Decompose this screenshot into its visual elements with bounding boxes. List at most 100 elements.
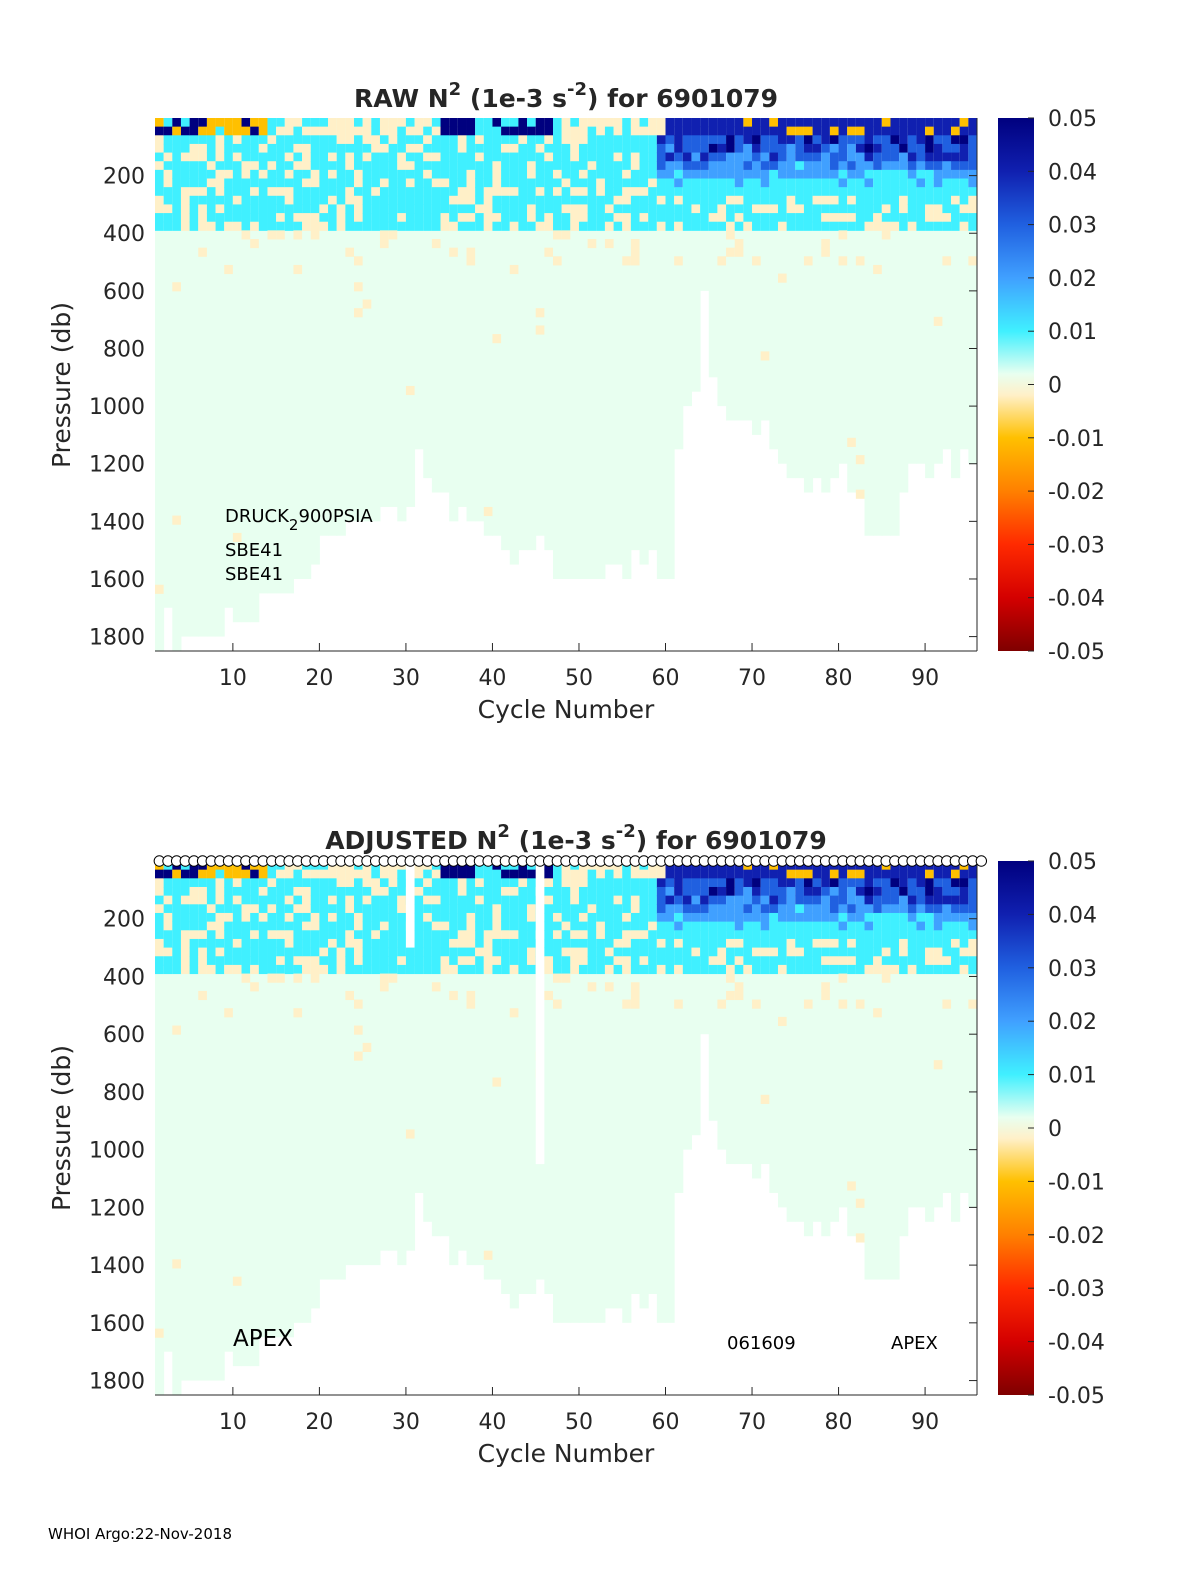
heatmap-cell	[431, 221, 442, 231]
heatmap-cell	[648, 161, 658, 171]
heatmap-cell	[336, 195, 346, 205]
heatmap-cell	[509, 886, 519, 897]
heatmap-cell	[163, 221, 173, 231]
heatmap-cell	[466, 126, 476, 136]
heatmap-cell	[821, 904, 831, 914]
heatmap-cell	[907, 143, 917, 154]
heatmap-cell	[639, 964, 649, 975]
heatmap-cell	[362, 187, 372, 197]
heatmap-cell	[760, 886, 770, 897]
heatmap-cell	[665, 886, 675, 897]
heatmap-cell	[276, 161, 286, 171]
heatmap-cell	[206, 178, 217, 188]
heatmap-cell	[951, 152, 961, 162]
heatmap-cell	[405, 178, 416, 188]
heatmap-cell	[189, 143, 199, 154]
heatmap-column	[449, 861, 459, 1266]
heatmap-cell	[570, 135, 580, 145]
heatmap-cell	[241, 956, 251, 966]
heatmap-cell	[241, 895, 251, 905]
heatmap-cell	[881, 195, 891, 205]
heatmap-cell	[206, 213, 217, 223]
heatmap-cell	[535, 325, 545, 335]
heatmap-cell	[916, 204, 926, 214]
heatmap-cell	[795, 947, 805, 957]
colorbar-ticks-adjusted: 0.050.040.030.020.010-0.01-0.02-0.03-0.0…	[1028, 850, 1105, 1409]
heatmap-cell	[795, 187, 805, 197]
heatmap-cell	[457, 947, 467, 957]
heatmap-cell	[656, 947, 666, 957]
heatmap-cell	[942, 187, 952, 197]
heatmap-cell	[457, 921, 467, 931]
heatmap-cell	[604, 878, 615, 888]
heatmap-cell	[232, 912, 243, 923]
heatmap-column	[457, 118, 467, 507]
heatmap-cell	[700, 904, 710, 914]
heatmap-cell	[630, 956, 641, 966]
heatmap-cell	[328, 204, 338, 214]
heatmap-cell	[760, 118, 770, 128]
heatmap-cell	[656, 964, 666, 975]
heatmap-cell	[596, 143, 606, 154]
heatmap-cell	[665, 904, 675, 914]
heatmap-cell	[951, 118, 961, 128]
heatmap-cell	[821, 895, 831, 905]
heatmap-cell	[561, 126, 571, 136]
heatmap-cell	[933, 213, 943, 223]
heatmap-cell	[743, 878, 753, 888]
heatmap-cell	[449, 912, 459, 923]
heatmap-cell	[535, 152, 545, 162]
heatmap-cell	[414, 956, 424, 966]
heatmap-cell	[743, 169, 753, 179]
heatmap-cell	[414, 161, 424, 171]
heatmap-cell	[449, 886, 459, 897]
heatmap-cell	[717, 195, 727, 205]
heatmap-cell	[362, 964, 372, 975]
heatmap-column	[241, 861, 251, 1367]
heatmap-cell	[544, 126, 554, 136]
heatmap-cell	[700, 895, 710, 905]
heatmap-cell	[172, 213, 182, 223]
heatmap-cell	[760, 161, 770, 171]
heatmap-column	[925, 861, 935, 1222]
heatmap-cell	[700, 152, 710, 162]
heatmap-cell	[847, 947, 857, 957]
heatmap-cell	[700, 886, 710, 897]
heatmap-column	[224, 118, 234, 608]
heatmap-cell	[613, 152, 623, 162]
heatmap-cell	[310, 930, 320, 940]
heatmap-cell	[795, 126, 805, 136]
heatmap-cell	[717, 938, 727, 949]
heatmap-cell	[527, 169, 537, 179]
heatmap-cell	[864, 221, 874, 231]
heatmap-cell	[284, 187, 294, 197]
heatmap-cell	[180, 912, 191, 923]
heatmap-cell	[777, 213, 788, 223]
heatmap-cell	[561, 921, 571, 931]
heatmap-cell	[440, 169, 450, 179]
heatmap-cell	[215, 886, 225, 897]
heatmap-cell	[553, 195, 563, 205]
heatmap-cell	[717, 118, 727, 128]
x-tick-label: 60	[652, 1410, 680, 1435]
heatmap-column	[397, 861, 407, 1266]
heatmap-cell	[163, 187, 173, 197]
heatmap-cell	[795, 964, 805, 975]
heatmap-cell	[561, 869, 571, 879]
heatmap-column	[951, 118, 961, 479]
heatmap-cell	[501, 221, 511, 231]
heatmap-cell	[241, 161, 251, 171]
heatmap-cell	[284, 869, 294, 879]
heatmap-cell	[232, 938, 243, 949]
heatmap-cell	[379, 973, 390, 983]
heatmap-cell	[431, 152, 442, 162]
heatmap-cell	[864, 213, 874, 223]
heatmap-cell	[362, 869, 372, 879]
heatmap-cell	[899, 169, 909, 179]
heatmap-cell	[328, 964, 338, 975]
heatmap-cell	[553, 964, 563, 975]
heatmap-cell	[354, 999, 364, 1009]
heatmap-cell	[466, 187, 476, 197]
heatmap-cell	[172, 135, 182, 145]
y-tick-label: 1400	[89, 510, 145, 535]
